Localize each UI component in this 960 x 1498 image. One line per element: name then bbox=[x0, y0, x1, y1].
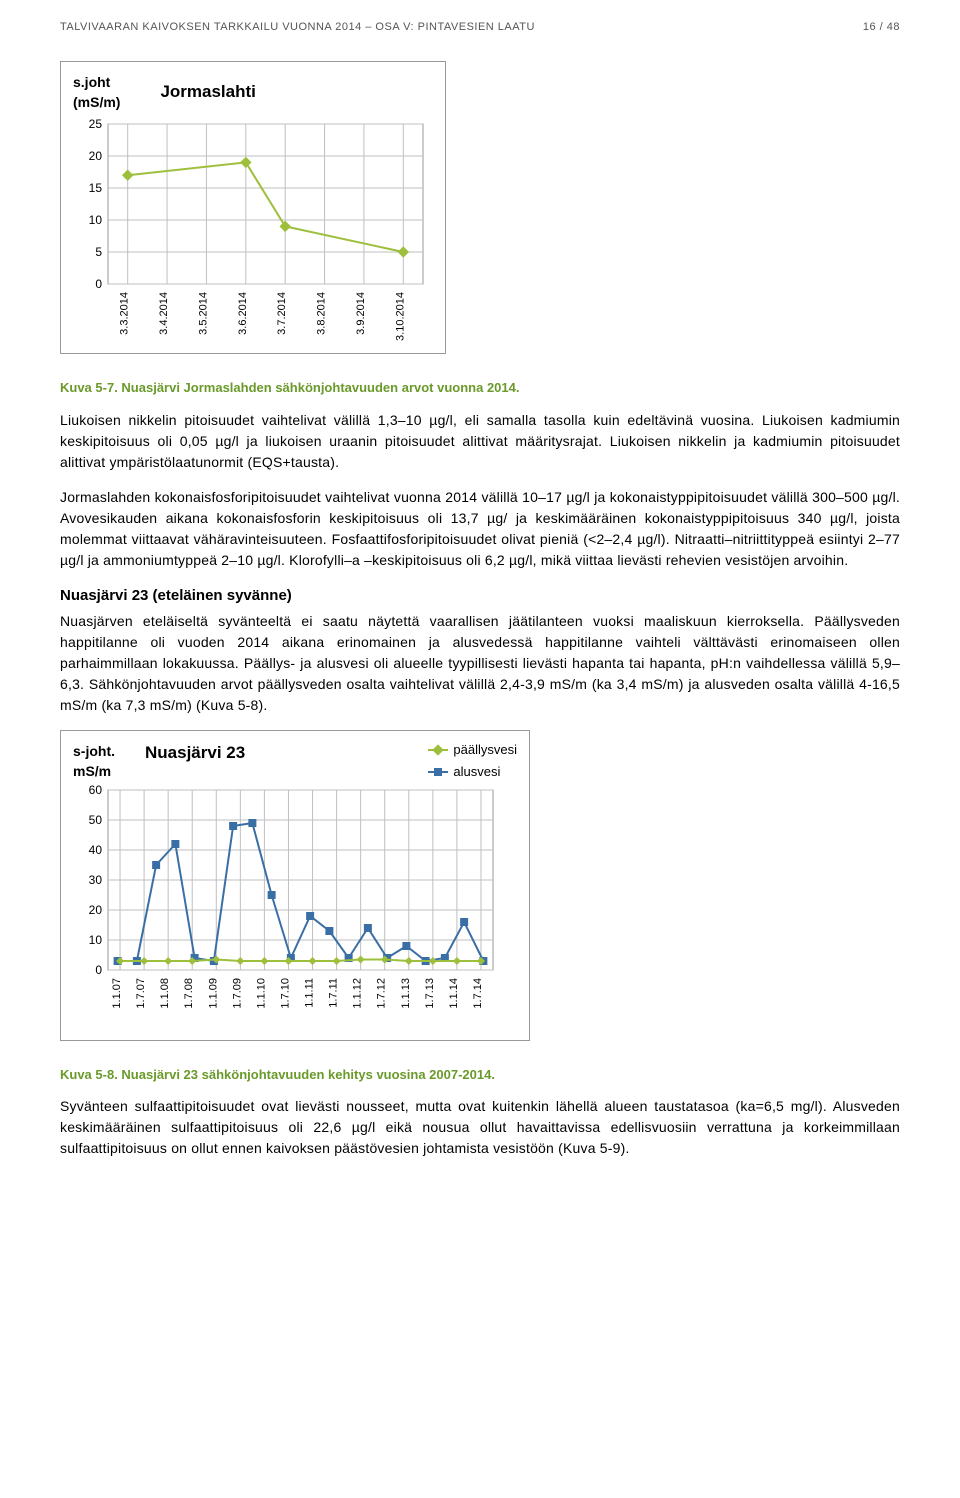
svg-text:1.1.12: 1.1.12 bbox=[352, 978, 364, 1009]
svg-text:1.7.09: 1.7.09 bbox=[231, 978, 243, 1009]
svg-text:10: 10 bbox=[89, 933, 103, 947]
page-header: TALVIVAARAN KAIVOKSEN TARKKAILU VUONNA 2… bbox=[60, 20, 900, 36]
chart-nuasjarvi23: s-joht. mS/m Nuasjärvi 23 päällysvesi al… bbox=[60, 730, 530, 1041]
svg-text:20: 20 bbox=[89, 903, 103, 917]
legend-item-paallysvesi: päällysvesi bbox=[428, 741, 517, 760]
figure-caption-5-7: Kuva 5-7. Nuasjärvi Jormaslahden sähkönj… bbox=[60, 379, 900, 398]
square-icon bbox=[428, 771, 448, 773]
svg-text:1.1.11: 1.1.11 bbox=[304, 978, 316, 1008]
svg-text:40: 40 bbox=[89, 843, 103, 857]
svg-text:3.4.2014: 3.4.2014 bbox=[158, 292, 170, 335]
chart1-svg: 0 5 10 15 20 25 3.3.2014 3.4.2014 3.5.2014 3.6.20… bbox=[73, 119, 433, 344]
svg-text:3.9.2014: 3.9.2014 bbox=[355, 292, 367, 335]
svg-text:1.7.14: 1.7.14 bbox=[472, 978, 484, 1009]
svg-text:1.1.10: 1.1.10 bbox=[255, 978, 267, 1009]
chart1-ylabel: s.joht (mS/m) bbox=[73, 72, 120, 113]
svg-text:3.5.2014: 3.5.2014 bbox=[197, 292, 209, 335]
legend-item-alusvesi: alusvesi bbox=[428, 763, 517, 782]
paragraph-3: Syvänteen sulfaattipitoisuudet ovat liev… bbox=[60, 1096, 900, 1159]
paragraph-1: Liukoisen nikkelin pitoisuudet vaihteliv… bbox=[60, 410, 900, 473]
figure-caption-5-8: Kuva 5-8. Nuasjärvi 23 sähkönjohtavuuden… bbox=[60, 1066, 900, 1085]
header-left: TALVIVAARAN KAIVOKSEN TARKKAILU VUONNA 2… bbox=[60, 20, 535, 36]
chart2-title: Nuasjärvi 23 bbox=[145, 741, 245, 766]
svg-text:1.1.09: 1.1.09 bbox=[207, 978, 219, 1009]
svg-text:1.7.08: 1.7.08 bbox=[183, 978, 195, 1009]
svg-text:3.3.2014: 3.3.2014 bbox=[119, 292, 131, 335]
svg-text:25: 25 bbox=[89, 119, 103, 131]
svg-text:1.1.14: 1.1.14 bbox=[448, 978, 460, 1009]
diamond-icon bbox=[428, 749, 448, 751]
svg-text:1.7.11: 1.7.11 bbox=[328, 978, 340, 1008]
svg-text:1.7.13: 1.7.13 bbox=[424, 978, 436, 1009]
svg-text:3.7.2014: 3.7.2014 bbox=[276, 292, 288, 335]
chart-jormaslahti: s.joht (mS/m) Jormaslahti 0 5 10 15 20 25 3.3.… bbox=[60, 61, 446, 354]
paragraph-2: Jormaslahden kokonaisfosforipitoisuudet … bbox=[60, 487, 900, 571]
section-body-nuasjarvi23: Nuasjärven eteläiseltä syvänteeltä ei sa… bbox=[60, 611, 900, 716]
svg-text:1.7.12: 1.7.12 bbox=[376, 978, 388, 1009]
chart2-legend: päällysvesi alusvesi bbox=[428, 741, 517, 785]
svg-text:3.8.2014: 3.8.2014 bbox=[316, 292, 328, 335]
svg-text:1.7.07: 1.7.07 bbox=[135, 978, 147, 1009]
section-title-nuasjarvi23: Nuasjärvi 23 (eteläinen syvänne) bbox=[60, 585, 900, 607]
chart2-ylabel: s-joht. mS/m bbox=[73, 741, 115, 782]
chart1-title: Jormaslahti bbox=[160, 80, 255, 105]
svg-text:3.10.2014: 3.10.2014 bbox=[394, 292, 406, 341]
svg-text:1.1.13: 1.1.13 bbox=[400, 978, 412, 1009]
svg-text:1.7.10: 1.7.10 bbox=[279, 978, 291, 1009]
svg-text:20: 20 bbox=[89, 149, 103, 163]
svg-text:50: 50 bbox=[89, 813, 103, 827]
svg-text:0: 0 bbox=[95, 277, 102, 291]
svg-text:3.6.2014: 3.6.2014 bbox=[237, 292, 249, 335]
svg-text:15: 15 bbox=[89, 181, 103, 195]
header-right: 16 / 48 bbox=[863, 20, 900, 36]
svg-text:60: 60 bbox=[89, 785, 103, 797]
svg-text:10: 10 bbox=[89, 213, 103, 227]
svg-text:1.1.07: 1.1.07 bbox=[111, 978, 123, 1009]
svg-text:1.1.08: 1.1.08 bbox=[159, 978, 171, 1009]
svg-text:5: 5 bbox=[95, 245, 102, 259]
svg-text:0: 0 bbox=[95, 963, 102, 977]
chart2-svg: 0 10 20 30 40 50 60 1.1.07 1.7.07 1.1.08 1.7.08 1.1… bbox=[73, 785, 523, 1030]
svg-text:30: 30 bbox=[89, 873, 103, 887]
